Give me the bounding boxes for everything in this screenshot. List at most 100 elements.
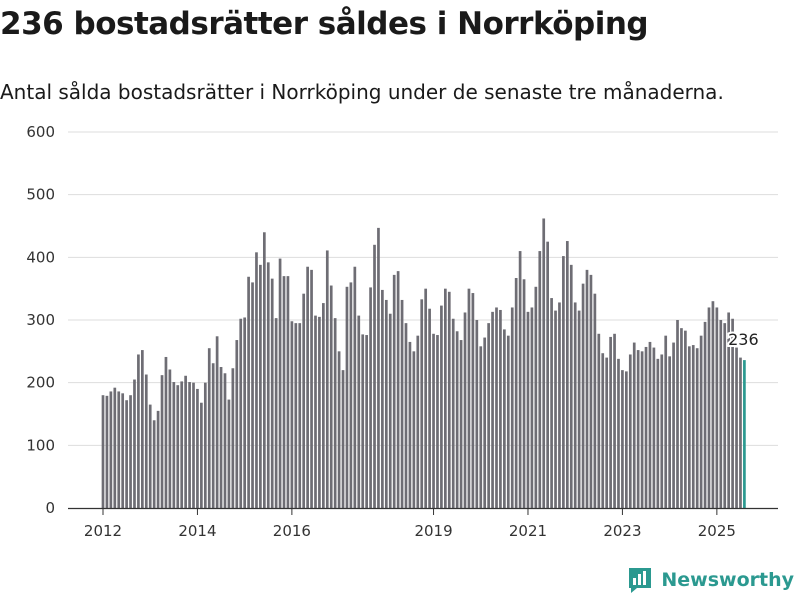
bar: [357, 315, 361, 508]
bar: [211, 363, 215, 508]
bar: [526, 311, 530, 508]
bar: [479, 346, 483, 508]
bar: [294, 323, 298, 508]
bar: [440, 305, 443, 508]
bar: [231, 368, 235, 508]
bar: [325, 250, 329, 508]
bar: [404, 323, 408, 508]
bar: [731, 318, 734, 508]
bar: [534, 286, 538, 508]
y-tick-label: 100: [26, 436, 55, 454]
bar: [286, 276, 290, 508]
bar: [251, 282, 254, 508]
bar: [617, 358, 620, 508]
bar: [735, 347, 738, 508]
bar: [550, 298, 553, 508]
annotations: 236: [726, 328, 761, 351]
bar: [207, 348, 211, 508]
y-tick-label: 600: [26, 123, 55, 141]
bar: [514, 278, 518, 508]
x-tick-label: 2016: [273, 522, 311, 540]
bar: [270, 278, 274, 508]
bar: [349, 282, 353, 508]
bar: [141, 350, 144, 508]
bar: [384, 299, 388, 508]
bar: [353, 266, 357, 508]
bar: [129, 395, 132, 508]
bar: [314, 315, 317, 508]
bar: [444, 288, 447, 508]
bar: [581, 283, 585, 508]
bar: [518, 251, 522, 508]
bar: [719, 320, 723, 508]
x-tick-label: 2019: [414, 522, 452, 540]
bar: [266, 262, 270, 508]
bar: [687, 346, 691, 508]
bar: [684, 330, 687, 508]
x-tick-label: 2021: [509, 522, 547, 540]
bar: [585, 269, 589, 508]
bar: [483, 337, 487, 508]
bar: [215, 336, 219, 508]
bar: [491, 311, 494, 508]
bar: [365, 335, 368, 508]
bar: [381, 289, 384, 508]
bar: [400, 299, 404, 508]
bar: [243, 317, 247, 508]
bar: [451, 318, 455, 508]
bar: [290, 321, 294, 508]
bar: [656, 358, 660, 508]
x-tick-label: 2012: [84, 522, 122, 540]
bar: [125, 400, 128, 508]
bar: [428, 308, 431, 508]
bar: [168, 369, 172, 508]
bar: [184, 375, 187, 508]
bar: [180, 381, 184, 508]
bar: [542, 218, 546, 509]
bar: [739, 357, 742, 508]
bar: [664, 335, 668, 508]
bar: [640, 351, 644, 508]
bar: [416, 335, 420, 508]
bar: [255, 252, 258, 508]
bar: [247, 276, 250, 508]
bar: [223, 373, 227, 508]
bar: [597, 333, 601, 508]
bar: [546, 241, 549, 509]
bar: [144, 374, 148, 508]
bar: [593, 293, 597, 508]
bar: [601, 353, 605, 508]
bar: [699, 335, 703, 508]
bar: [680, 328, 683, 508]
bar: [164, 356, 168, 508]
last-value-label: 236: [728, 330, 759, 349]
x-tick-label: 2014: [178, 522, 216, 540]
bar: [109, 391, 113, 508]
bar: [652, 347, 656, 508]
y-tick-label: 400: [26, 248, 55, 266]
bar: [310, 269, 313, 508]
bar: [424, 288, 428, 508]
bar: [648, 341, 652, 508]
bar: [691, 345, 695, 508]
bar: [628, 354, 632, 508]
bar: [495, 307, 498, 508]
bar: [259, 264, 262, 508]
bar: [306, 266, 309, 508]
bar: [530, 307, 534, 508]
bar: [558, 302, 561, 508]
bar: [672, 342, 675, 508]
bars: [101, 218, 746, 509]
bar: [668, 356, 671, 508]
y-tick-label: 200: [26, 374, 55, 392]
chart-subtitle: Antal sålda bostadsrätter i Norrköping u…: [0, 80, 724, 104]
bar: [589, 274, 593, 508]
bar: [188, 382, 191, 508]
bar: [322, 303, 325, 508]
bar: [711, 301, 715, 508]
bar: [337, 351, 341, 508]
x-tick-label: 2023: [603, 522, 641, 540]
bar: [459, 340, 463, 508]
bar: [609, 336, 612, 508]
bar: [695, 348, 699, 508]
